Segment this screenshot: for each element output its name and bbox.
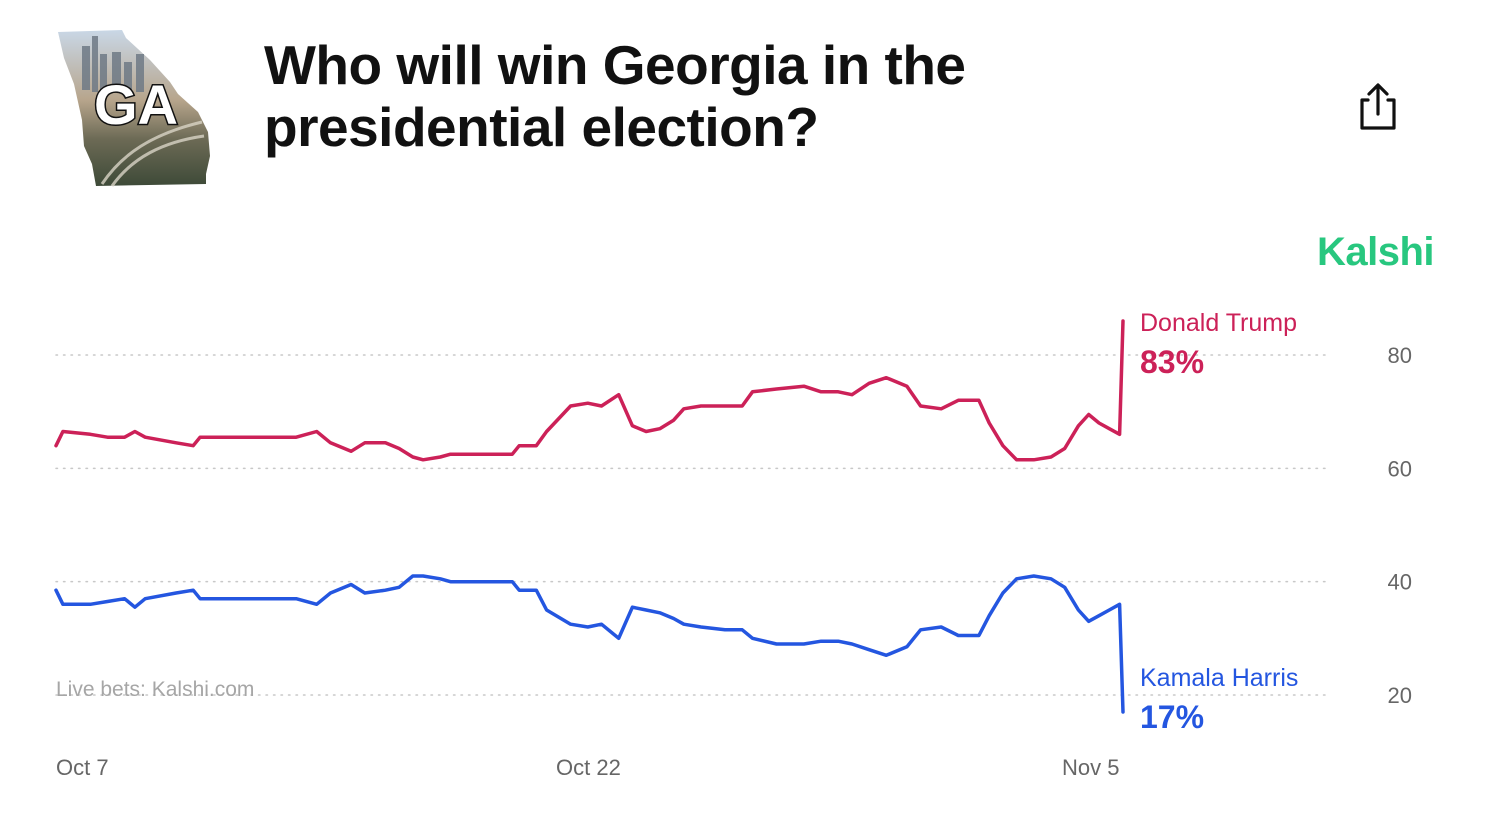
- brand-logo: Kalshi: [1316, 230, 1435, 274]
- y-tick-label: 60: [1388, 456, 1412, 481]
- series-value-label: 17%: [1140, 699, 1204, 735]
- state-abbreviation: GA: [94, 73, 178, 136]
- page-title: Who will win Georgia in the presidential…: [264, 34, 966, 158]
- y-tick-label: 20: [1388, 683, 1412, 708]
- y-tick-label: 80: [1388, 343, 1412, 368]
- x-tick-label: Oct 7: [56, 755, 109, 780]
- series-value-label: 83%: [1140, 344, 1204, 380]
- series-name-label: Donald Trump: [1140, 309, 1297, 337]
- georgia-state-badge: GA: [58, 30, 210, 187]
- x-tick-label: Oct 22: [556, 755, 621, 780]
- series-line-trump: [54, 319, 1125, 462]
- x-tick-label: Nov 5: [1062, 755, 1119, 780]
- series-line-harris: [54, 574, 1125, 714]
- share-icon: [1360, 83, 1396, 130]
- source-note: Live bets: Kalshi.com: [56, 678, 254, 701]
- series-name-label: Kamala Harris: [1140, 664, 1298, 692]
- y-tick-label: 40: [1388, 570, 1412, 595]
- share-button[interactable]: [1356, 82, 1400, 132]
